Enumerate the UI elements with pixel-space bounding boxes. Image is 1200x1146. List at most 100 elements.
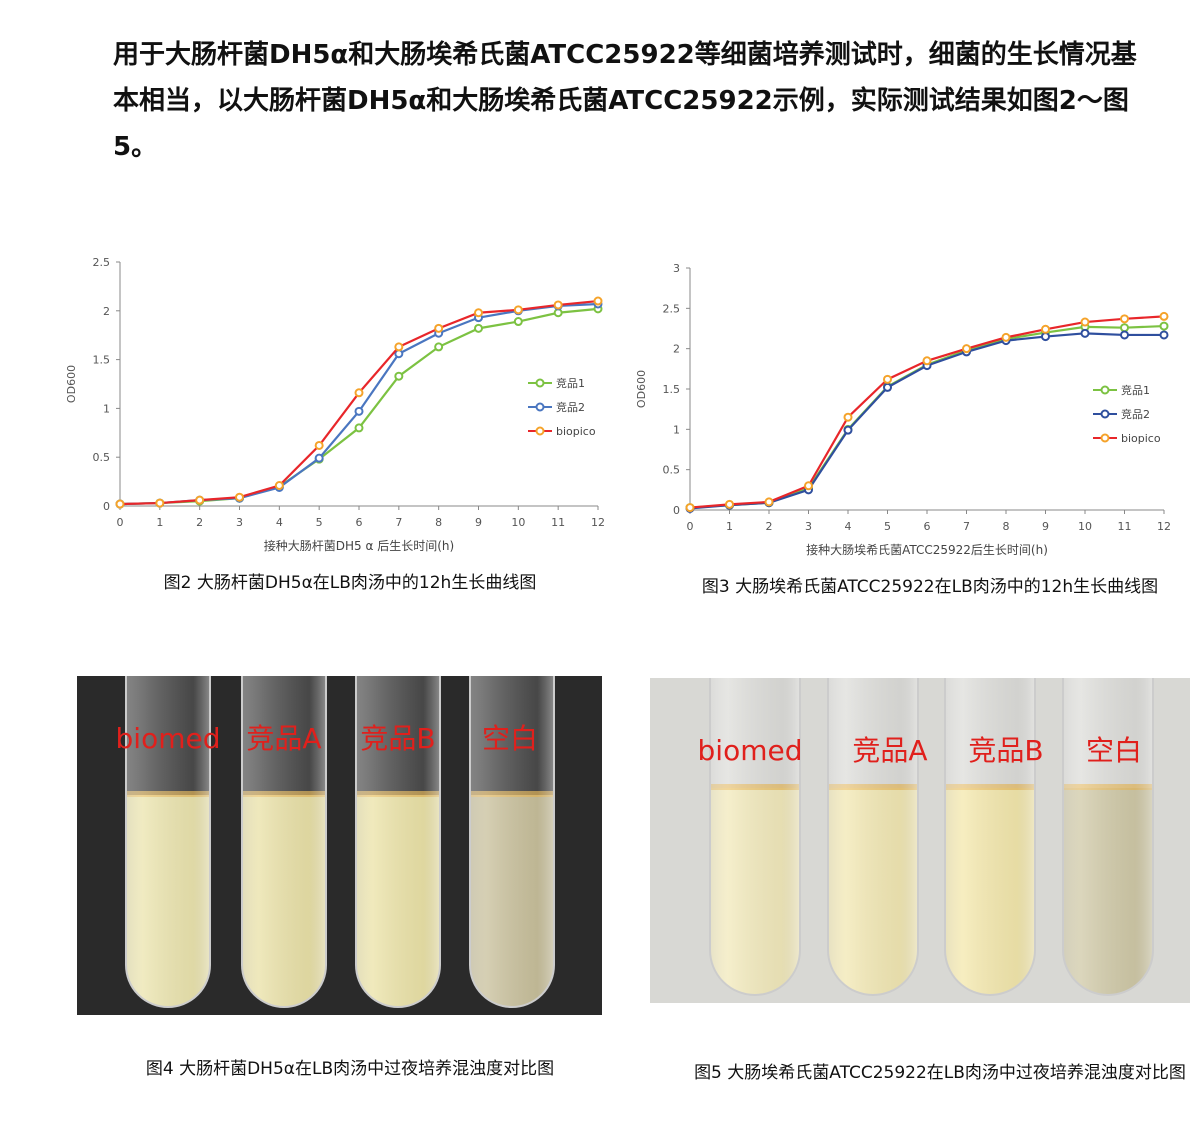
series-line xyxy=(119,299,599,506)
tube-label: biomed xyxy=(116,722,221,755)
data-point xyxy=(513,305,523,315)
x-tick-label: 4 xyxy=(845,520,852,533)
tube-label: 竞品B xyxy=(968,734,1043,767)
y-tick-label: 2.5 xyxy=(93,256,111,269)
data-point xyxy=(593,296,603,306)
x-tick-label: 3 xyxy=(236,516,243,529)
data-point xyxy=(274,481,284,491)
data-point xyxy=(474,308,483,318)
data-point xyxy=(513,317,523,327)
legend-label: 竞品1 xyxy=(556,376,585,390)
legend-label: 竞品1 xyxy=(1121,383,1150,397)
y-tick-label: 1 xyxy=(103,402,110,415)
data-point xyxy=(1120,323,1129,333)
x-tick-label: 7 xyxy=(395,516,402,529)
data-point xyxy=(314,453,324,463)
x-tick-label: 12 xyxy=(591,516,605,529)
data-point xyxy=(1120,330,1129,340)
data-point xyxy=(434,342,444,352)
data-point xyxy=(195,495,205,505)
tube-label: 竞品A xyxy=(246,722,321,755)
x-tick-label: 10 xyxy=(1078,520,1092,533)
y-tick-label: 2 xyxy=(103,305,110,318)
data-point xyxy=(354,388,364,398)
x-tick-label: 2 xyxy=(766,520,773,533)
tube-glass xyxy=(709,678,801,996)
tube-label: 竞品A xyxy=(852,734,927,767)
y-axis-label: OD600 xyxy=(635,370,648,408)
data-point xyxy=(314,440,324,450)
x-tick-label: 10 xyxy=(511,516,525,529)
x-tick-label: 12 xyxy=(1157,520,1171,533)
y-tick-label: 1.5 xyxy=(93,354,111,367)
tube-glass xyxy=(944,678,1036,996)
data-point xyxy=(843,412,853,422)
y-tick-label: 3 xyxy=(673,262,680,275)
tube-label: biomed xyxy=(698,734,803,767)
data-point xyxy=(354,423,364,433)
data-point xyxy=(115,499,125,509)
data-point xyxy=(1041,324,1050,334)
data-point xyxy=(1120,314,1129,324)
x-tick-label: 11 xyxy=(1118,520,1132,533)
x-tick-label: 8 xyxy=(1003,520,1010,533)
data-point xyxy=(354,406,364,416)
tube-glass xyxy=(125,676,211,1008)
legend-marker xyxy=(535,426,545,436)
tube-glass xyxy=(241,676,327,1008)
data-point xyxy=(1159,330,1169,340)
y-tick-label: 1.5 xyxy=(663,383,681,396)
x-tick-label: 9 xyxy=(475,516,482,529)
series-line xyxy=(119,302,599,506)
data-point xyxy=(1041,332,1050,342)
x-tick-label: 2 xyxy=(196,516,203,529)
series-line xyxy=(689,315,1165,509)
data-point xyxy=(764,497,774,507)
series-line xyxy=(119,307,599,506)
legend-label: 竞品2 xyxy=(1121,407,1150,421)
x-tick-label: 1 xyxy=(726,520,733,533)
legend-label: biopico xyxy=(556,425,596,438)
tube-label: 空白 xyxy=(482,722,538,755)
data-point xyxy=(962,344,971,354)
x-tick-label: 0 xyxy=(687,520,694,533)
data-point xyxy=(883,382,892,392)
y-tick-label: 2.5 xyxy=(663,302,681,315)
x-axis-label: 接种大肠埃希氏菌ATCC25922后生长时间(h) xyxy=(806,542,1048,557)
data-point xyxy=(843,425,853,435)
data-point xyxy=(394,371,404,381)
x-tick-label: 11 xyxy=(551,516,565,529)
data-point xyxy=(434,323,444,333)
legend-marker xyxy=(1100,409,1110,419)
x-axis-label: 接种大肠杆菌DH5 α 后生长时间(h) xyxy=(264,538,454,553)
legend-marker xyxy=(535,402,545,412)
data-point xyxy=(725,499,734,509)
x-tick-label: 8 xyxy=(435,516,442,529)
tube-glass xyxy=(1062,678,1154,996)
x-tick-label: 7 xyxy=(963,520,970,533)
legend-marker xyxy=(535,378,545,388)
x-tick-label: 1 xyxy=(156,516,163,529)
data-point xyxy=(1080,317,1090,327)
legend-label: biopico xyxy=(1121,432,1161,445)
x-tick-label: 0 xyxy=(117,516,124,529)
x-tick-label: 6 xyxy=(356,516,363,529)
figure-caption: 图5 大肠埃希氏菌ATCC25922在LB肉汤中过夜培养混浊度对比图 xyxy=(694,1063,1186,1083)
tube-glass xyxy=(827,678,919,996)
data-point xyxy=(1001,332,1011,342)
y-tick-label: 0 xyxy=(103,500,110,513)
y-tick-label: 0 xyxy=(673,504,680,517)
data-point xyxy=(1159,311,1169,321)
intro-paragraph: 用于大肠杆菌DH5α和大肠埃希氏菌ATCC25922等细菌培养测试时，细菌的生长… xyxy=(113,40,1137,162)
x-tick-label: 9 xyxy=(1042,520,1049,533)
tube-glass xyxy=(355,676,441,1008)
data-point xyxy=(474,323,483,333)
x-tick-label: 5 xyxy=(316,516,323,529)
x-tick-label: 6 xyxy=(924,520,931,533)
data-point xyxy=(235,492,244,502)
legend-marker xyxy=(1100,385,1110,395)
data-point xyxy=(804,481,813,491)
data-point xyxy=(155,498,165,508)
